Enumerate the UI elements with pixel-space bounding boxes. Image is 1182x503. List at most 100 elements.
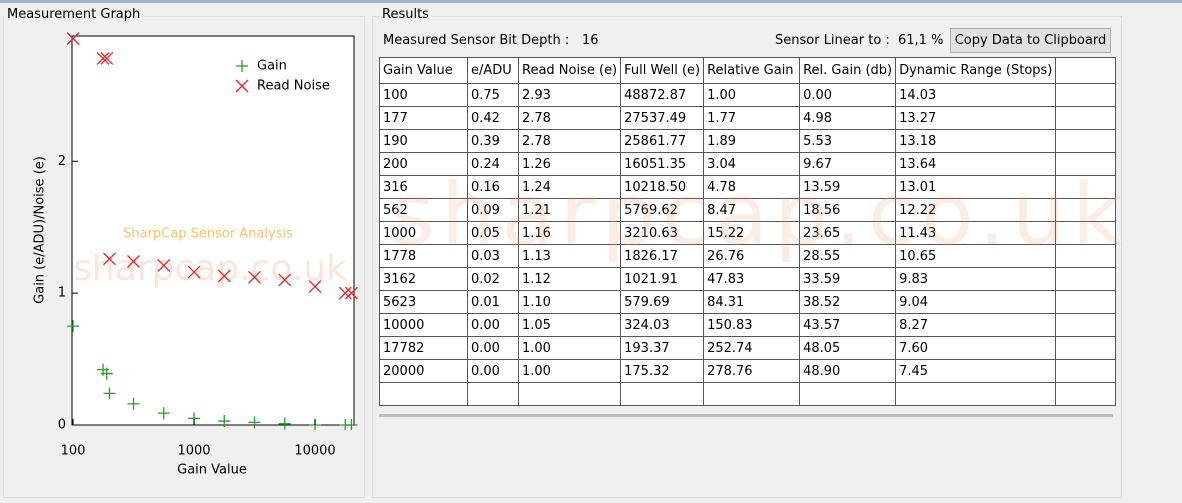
table-cell: 1.89 — [703, 129, 801, 153]
table-cell: 0.00 — [467, 359, 519, 383]
table-cell: 84.31 — [703, 290, 801, 314]
table-row: 1778 0.03 1.13 1826.17 26.76 28.55 10.65 — [379, 244, 1117, 268]
table-row: 10000 0.00 1.05 324.03 150.83 43.57 8.27 — [379, 313, 1117, 337]
point — [248, 416, 261, 429]
table-cell: 18.56 — [799, 198, 897, 222]
point — [187, 265, 201, 279]
table-cell — [799, 382, 897, 406]
table-cell: 0.05 — [467, 221, 519, 245]
table-row: 17782 0.00 1.00 193.37 252.74 48.05 7.60 — [379, 336, 1117, 360]
y-tick-label: 2 — [58, 154, 66, 169]
table-cell: 1.21 — [517, 198, 622, 222]
copy-button[interactable]: Copy Data to Clipboard — [950, 28, 1111, 53]
table-cell: 4.98 — [799, 106, 897, 130]
table-cell: 100 — [379, 83, 468, 107]
table-cell: 0.16 — [467, 175, 519, 199]
column-header: e/ADU — [467, 57, 519, 84]
point — [67, 320, 80, 333]
x-axis-label: Gain Value — [177, 463, 247, 478]
column-header: Dynamic Range (Stops) — [895, 57, 1057, 84]
results-table: Gain Value e/ADU Read Noise (e) Full Well (… — [379, 57, 1117, 406]
table-cell: 7.60 — [895, 336, 1057, 360]
point — [217, 269, 231, 283]
table-cell: 13.18 — [895, 129, 1057, 153]
table-cell: 9.04 — [895, 290, 1057, 314]
point — [103, 252, 116, 266]
table-cell — [620, 382, 705, 406]
table-row: 177 0.42 2.78 27537.49 1.77 4.98 13.27 — [379, 106, 1117, 130]
table-cell — [1055, 359, 1117, 383]
table-cell: 5623 — [379, 290, 468, 314]
bit-depth-value: 16 — [582, 33, 599, 48]
table-cell: 2.78 — [517, 106, 622, 130]
table-row: 100 0.75 2.93 48872.87 1.00 0.00 14.03 — [379, 83, 1117, 107]
table-cell: 11.43 — [895, 221, 1057, 245]
table-cell: 0.39 — [467, 129, 519, 153]
x-tick-label: 1000 — [177, 444, 210, 459]
table-row: 200 0.24 1.26 16051.35 3.04 9.67 13.64 — [379, 152, 1117, 176]
table-cell: 175.32 — [620, 359, 705, 383]
table-row: 562 0.09 1.21 5769.62 8.47 18.56 12.22 — [379, 198, 1117, 222]
table-cell: 1000 — [379, 221, 468, 245]
table-cell: 1.26 — [517, 152, 622, 176]
table-cell — [1055, 290, 1117, 314]
table-cell: 8.47 — [703, 198, 801, 222]
table-cell: 13.27 — [895, 106, 1057, 130]
table-cell — [1055, 267, 1117, 291]
table-cell: 3.04 — [703, 152, 801, 176]
table-cell — [1055, 336, 1117, 360]
table-cell: 0.00 — [799, 83, 897, 107]
legend-label: Read Noise — [257, 79, 330, 94]
y-tick-label: 1 — [58, 286, 66, 301]
column-header — [1055, 57, 1117, 84]
column-header: Rel. Gain (db) — [799, 57, 897, 84]
group-title: Measurement Graph — [4, 7, 144, 22]
x-tick-label: 100 — [61, 444, 86, 459]
table-cell: 1.16 — [517, 221, 622, 245]
linear-value: 61,1 % — [898, 33, 944, 48]
table-cell: 13.64 — [895, 152, 1057, 176]
table-cell: 48.90 — [799, 359, 897, 383]
table-cell: 0.01 — [467, 290, 519, 314]
table-cell: 3210.63 — [620, 221, 705, 245]
table-cell: 1.00 — [703, 83, 801, 107]
table-cell: 4.78 — [703, 175, 801, 199]
point — [278, 273, 292, 287]
point — [100, 51, 114, 65]
table-cell: 193.37 — [620, 336, 705, 360]
table-cell: 16051.35 — [620, 152, 705, 176]
table-row: 5623 0.01 1.10 579.69 84.31 38.52 9.04 — [379, 290, 1117, 314]
x-tick-label: 10000 — [294, 444, 335, 459]
table-cell: 9.67 — [799, 152, 897, 176]
table-cell: 8.27 — [895, 313, 1057, 337]
point — [157, 407, 170, 420]
point — [248, 270, 261, 284]
y-axis-label: Gain (e/ADU)/Noise (e) — [33, 156, 48, 304]
table-cell: 2.78 — [517, 129, 622, 153]
column-header: Relative Gain — [703, 57, 801, 84]
legend-marker — [236, 60, 248, 72]
table-cell: 5769.62 — [620, 198, 705, 222]
table-cell: 14.03 — [895, 83, 1057, 107]
table-cell: 13.01 — [895, 175, 1057, 199]
table-cell — [1055, 221, 1117, 245]
table-cell: 33.59 — [799, 267, 897, 291]
table-cell: 316 — [379, 175, 468, 199]
table-cell: 190 — [379, 129, 468, 153]
table-cell — [1055, 244, 1117, 268]
point — [218, 415, 231, 428]
table-cell: 15.22 — [703, 221, 801, 245]
point — [338, 286, 352, 300]
table-cell: 278.76 — [703, 359, 801, 383]
table-cell: 562 — [379, 198, 468, 222]
table-cell: 20000 — [379, 359, 468, 383]
table-cell: 579.69 — [620, 290, 705, 314]
table-cell — [1055, 152, 1117, 176]
y-tick-label: 0 — [58, 418, 66, 433]
table-cell: 177 — [379, 106, 468, 130]
table-cell: 25861.77 — [620, 129, 705, 153]
table-cell: 150.83 — [703, 313, 801, 337]
table-cell — [1055, 313, 1117, 337]
plot-area — [71, 35, 355, 426]
table-cell: 1.10 — [517, 290, 622, 314]
